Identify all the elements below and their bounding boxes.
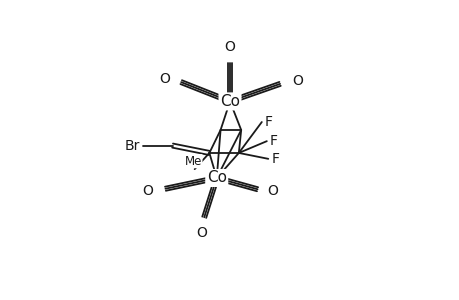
Text: F: F <box>269 134 277 148</box>
Text: O: O <box>267 184 278 198</box>
Text: O: O <box>158 72 169 86</box>
Text: Br: Br <box>124 139 140 153</box>
Text: Me: Me <box>184 155 202 168</box>
Text: O: O <box>196 226 207 240</box>
Text: O: O <box>291 74 302 88</box>
Text: Co: Co <box>206 170 226 185</box>
Text: O: O <box>142 184 153 198</box>
Text: F: F <box>271 152 279 166</box>
Text: F: F <box>264 115 272 129</box>
Text: Co: Co <box>219 94 240 109</box>
Text: O: O <box>224 40 235 54</box>
